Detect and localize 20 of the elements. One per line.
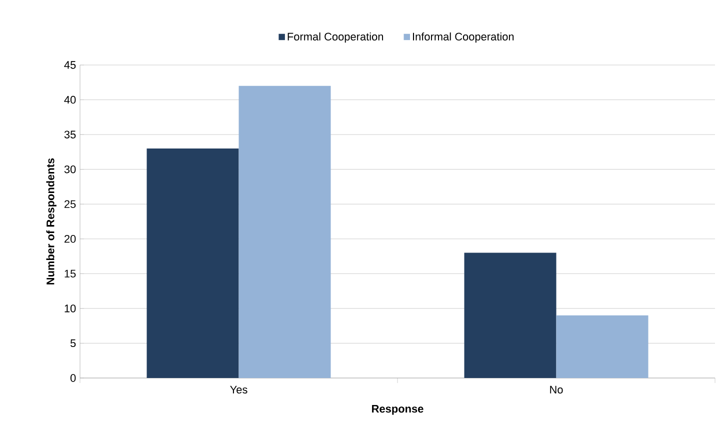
y-tick-label: 5 — [70, 339, 76, 348]
y-tick-label: 15 — [64, 270, 76, 278]
y-axis-title: Number of Respondents — [46, 158, 56, 284]
x-tick-label: Yes — [230, 386, 248, 394]
legend-label: Informal Cooperation — [413, 32, 514, 43]
y-tick-label: 40 — [64, 96, 76, 104]
x-axis-title: Response — [372, 405, 424, 415]
bar — [146, 148, 239, 378]
y-tick-label: 30 — [64, 165, 76, 174]
y-tick-label: 20 — [64, 235, 76, 243]
bar — [556, 315, 648, 378]
y-tick-label: 25 — [64, 200, 76, 208]
legend-label: Formal Cooperation — [288, 32, 384, 43]
x-tick-label: No — [550, 386, 563, 394]
y-tick-label: 0 — [70, 374, 76, 382]
bar — [238, 86, 331, 378]
bar — [464, 252, 556, 378]
y-tick-label: 10 — [64, 304, 76, 312]
y-tick-label: 35 — [64, 130, 76, 138]
y-tick-label: 45 — [64, 61, 76, 69]
